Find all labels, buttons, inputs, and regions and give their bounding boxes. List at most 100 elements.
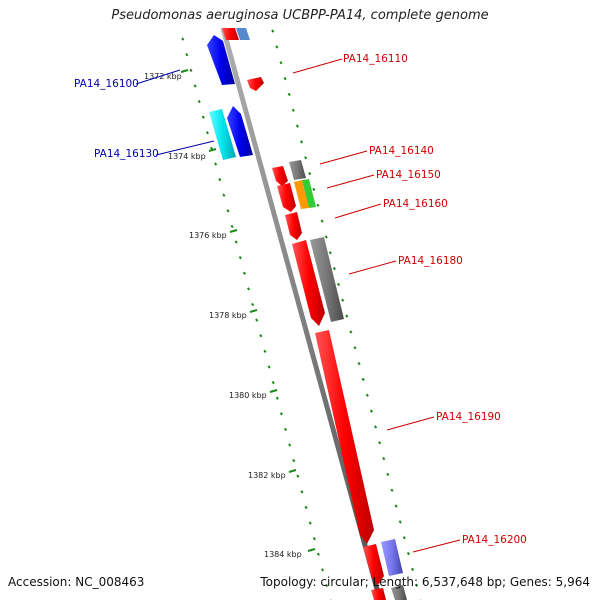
gene-feature-pa14-16180[interactable] — [310, 237, 344, 322]
rail-tick — [402, 536, 406, 540]
gene-feature-pa14-16180-red[interactable] — [292, 240, 325, 326]
gene-feature-purple[interactable] — [381, 539, 403, 576]
rail-tick — [291, 108, 295, 112]
gene-feature-pa14-16190[interactable] — [315, 330, 374, 544]
rail-tick — [255, 318, 259, 322]
rail-tick — [373, 425, 378, 429]
rail-tick — [365, 393, 369, 397]
rail-tick — [296, 474, 300, 478]
rail-tick — [361, 377, 365, 382]
rail-tick — [390, 488, 394, 492]
rail-tick — [292, 458, 296, 463]
rail-tick — [345, 314, 349, 318]
rail-tick — [295, 124, 299, 128]
rail-tick — [201, 115, 205, 119]
kbp-ticks: 1372 kbp 1374 kbp 1376 kbp 1378 kbp 1380… — [144, 69, 316, 559]
rail-tick — [288, 443, 292, 447]
rail-tick — [415, 583, 419, 587]
rail-tick — [382, 456, 386, 461]
rail-tick — [275, 396, 279, 400]
rail-tick — [300, 490, 304, 494]
inner-tick-rail — [181, 37, 332, 600]
accession-text: Accession: NC_008463 — [8, 575, 145, 589]
rail-tick — [222, 193, 226, 197]
gene-feature-green[interactable] — [302, 179, 316, 208]
gene-feature-pa14-16110[interactable] — [247, 77, 264, 91]
rail-tick — [378, 441, 382, 445]
rail-tick — [328, 251, 332, 255]
rail-tick — [304, 156, 308, 160]
rail-tick — [181, 37, 185, 41]
gene-feature-pa14-16160[interactable] — [285, 212, 302, 240]
rail-tick — [353, 346, 357, 350]
rail-tick — [234, 240, 238, 244]
gene-feature-gray-1[interactable] — [289, 160, 306, 180]
gene-label-pa14-16180[interactable]: PA14_16180 — [398, 255, 463, 267]
rail-tick — [287, 92, 291, 97]
rail-tick — [185, 53, 189, 57]
rail-tick — [398, 520, 402, 524]
rail-tick — [259, 334, 263, 338]
rail-tick — [304, 505, 308, 510]
gene-labels: PA14_16100 PA14_16110 PA14_16130 PA14_16… — [74, 53, 527, 546]
rail-tick — [332, 266, 336, 271]
rail-tick — [189, 68, 193, 72]
gene-feature-top-red[interactable] — [222, 28, 239, 40]
tick-label: 1372 kbp — [144, 72, 182, 81]
gene-feature-pa14-16150[interactable] — [277, 183, 296, 212]
gene-feature-bottom-gray[interactable] — [391, 585, 407, 600]
gene-feature-bottom-red[interactable] — [371, 588, 386, 600]
gene-label-pa14-16110[interactable]: PA14_16110 — [343, 53, 408, 65]
rail-tick — [230, 224, 234, 229]
rail-tick — [341, 298, 345, 302]
tick-label: 1382 kbp — [248, 471, 286, 480]
gene-label-pa14-16160[interactable]: PA14_16160 — [383, 198, 448, 210]
rail-tick — [218, 177, 222, 182]
gene-label-pa14-16140[interactable]: PA14_16140 — [369, 145, 434, 157]
tick-label: 1374 kbp — [168, 152, 206, 161]
rail-tick — [271, 29, 275, 33]
rail-tick — [271, 380, 275, 385]
rail-tick — [279, 412, 283, 416]
rail-tick — [336, 282, 341, 287]
gene-label-pa14-16130[interactable]: PA14_16130 — [94, 148, 159, 160]
gene-label-pa14-16100[interactable]: PA14_16100 — [74, 78, 139, 90]
map-title: Pseudomonas aeruginosa UCBPP-PA14, compl… — [111, 8, 489, 23]
rail-tick — [226, 209, 230, 213]
gene-label-pa14-16200[interactable]: PA14_16200 — [462, 534, 527, 546]
rail-tick — [246, 287, 251, 291]
gene-feature-top-blue[interactable] — [236, 28, 250, 40]
rail-tick — [283, 76, 287, 81]
rail-tick — [238, 255, 242, 260]
gene-feature-pa14-16130[interactable] — [227, 106, 253, 157]
rail-tick — [320, 568, 325, 572]
rail-tick — [251, 302, 255, 307]
gene-feature-cyan[interactable] — [209, 109, 236, 160]
gene-label-pa14-16190[interactable]: PA14_16190 — [436, 411, 501, 423]
rail-tick — [312, 536, 316, 541]
rail-tick — [279, 61, 283, 65]
tick-label: 1380 kbp — [229, 391, 267, 400]
gene-feature-pa14-16200[interactable] — [363, 544, 384, 585]
gene-features — [207, 28, 407, 600]
gene-feature-orange[interactable] — [294, 180, 309, 209]
rail-tick — [214, 162, 218, 166]
tick-label: 1376 kbp — [189, 231, 227, 240]
rail-tick — [312, 187, 316, 192]
outer-tick-rail — [271, 29, 422, 600]
rail-tick — [283, 427, 288, 432]
gene-feature-pa14-16100[interactable] — [207, 35, 235, 85]
rail-tick — [386, 472, 390, 477]
rail-tick — [320, 219, 324, 223]
genome-summary-text: Topology: circular; Length: 6,537,648 bp… — [260, 575, 590, 589]
gene-feature-pa14-16140[interactable] — [272, 166, 288, 186]
rail-tick — [197, 99, 201, 104]
rail-tick — [316, 203, 320, 207]
rail-tick — [357, 361, 361, 366]
rail-tick — [308, 521, 312, 525]
rail-tick — [299, 140, 304, 144]
gene-label-pa14-16150[interactable]: PA14_16150 — [376, 169, 441, 181]
rail-tick — [325, 583, 329, 588]
rail-tick — [275, 45, 279, 49]
